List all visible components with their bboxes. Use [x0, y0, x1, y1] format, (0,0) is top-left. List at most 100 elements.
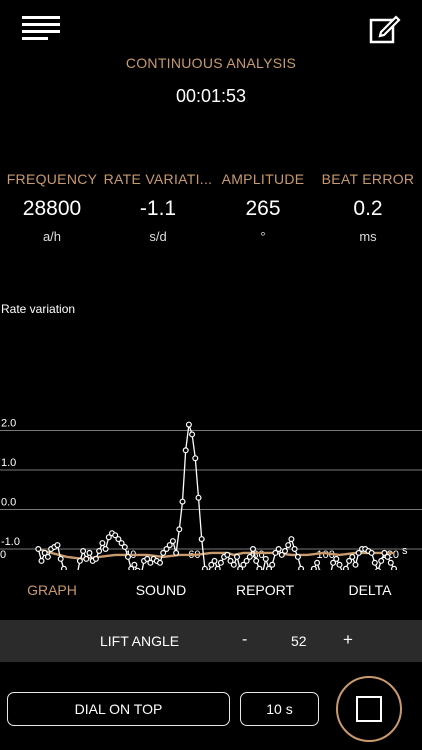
data-point — [288, 536, 295, 543]
data-point — [333, 555, 340, 562]
data-point — [54, 542, 61, 549]
y-tick-label: 2.0 — [1, 418, 16, 430]
lift-angle-label: LIFT ANGLE — [100, 633, 180, 649]
data-point — [201, 565, 208, 570]
metric-rate-variation: RATE VARIATI... -1.1 s/d — [103, 171, 213, 244]
stop-icon — [356, 696, 382, 722]
data-point — [243, 557, 250, 564]
data-point — [211, 557, 218, 564]
data-point — [112, 532, 119, 539]
metric-unit: s/d — [149, 229, 167, 244]
data-point — [253, 557, 260, 564]
data-point — [314, 559, 321, 566]
data-point — [198, 536, 205, 543]
data-point — [227, 557, 234, 564]
data-point — [346, 557, 353, 564]
x-tick-label: 0 — [0, 549, 6, 561]
data-point — [185, 421, 192, 428]
data-point — [246, 553, 253, 560]
rate-variation-chart: 2.01.00.0-1.0-2.00406080100120s — [0, 418, 422, 570]
metric-unit: ° — [260, 229, 266, 244]
data-point — [134, 567, 141, 570]
metric-label: FREQUENCY — [6, 171, 98, 187]
stop-button[interactable] — [336, 676, 402, 742]
data-point — [57, 555, 64, 562]
data-point — [60, 565, 67, 570]
data-point — [176, 526, 183, 533]
metric-frequency: FREQUENCY 28800 a/h — [0, 171, 107, 244]
metric-value: 0.2 — [353, 197, 383, 220]
tab-report[interactable]: REPORT — [235, 582, 295, 598]
y-tick-label: 1.0 — [1, 457, 16, 469]
hamburger-menu-icon[interactable] — [22, 16, 60, 42]
analysis-title: CONTINUOUS ANALYSIS — [125, 55, 297, 71]
tab-delta[interactable]: DELTA — [348, 582, 392, 598]
data-point — [147, 559, 154, 566]
data-point — [44, 553, 51, 560]
data-point — [179, 498, 186, 505]
data-point — [195, 494, 202, 501]
data-point — [262, 555, 269, 562]
tab-graph[interactable]: GRAPH — [27, 582, 77, 598]
data-point — [375, 567, 381, 570]
data-point — [291, 546, 298, 553]
data-point — [131, 561, 138, 568]
data-point — [272, 549, 279, 556]
dial-position-button[interactable]: DIAL ON TOP — [7, 692, 230, 726]
data-point — [230, 561, 237, 568]
metric-beat-error: BEAT ERROR 0.2 ms — [313, 171, 422, 244]
data-point — [266, 565, 272, 570]
metric-unit: ms — [359, 229, 377, 244]
data-point — [115, 536, 122, 543]
duration-button[interactable]: 10 s — [240, 692, 319, 726]
data-point — [387, 559, 394, 566]
data-point — [92, 555, 99, 562]
data-point — [275, 546, 282, 553]
data-point — [182, 447, 189, 454]
metric-value: -1.1 — [139, 197, 177, 220]
data-point — [352, 561, 359, 568]
data-point — [38, 557, 45, 564]
rate-line — [37, 424, 395, 570]
metric-value: 265 — [245, 197, 281, 220]
data-point — [163, 546, 170, 553]
data-point — [80, 548, 87, 555]
lift-angle-value: 52 — [291, 633, 307, 649]
data-point — [384, 553, 391, 560]
data-point — [336, 561, 343, 568]
y-tick-label: -1.0 — [1, 536, 20, 548]
data-point — [391, 565, 397, 570]
data-point — [285, 542, 292, 549]
data-point — [99, 540, 106, 547]
data-point — [41, 549, 48, 556]
chart-title: Rate variation — [1, 302, 76, 316]
lift-angle-decrement-button[interactable]: - — [242, 631, 248, 648]
data-point — [160, 549, 167, 556]
data-point — [128, 565, 135, 570]
metric-label: BEAT ERROR — [321, 171, 415, 187]
data-point — [86, 549, 93, 556]
lift-angle-increment-button[interactable]: + — [343, 630, 353, 649]
data-point — [256, 565, 263, 570]
data-point — [310, 565, 317, 570]
data-point — [118, 540, 125, 547]
data-point — [192, 455, 199, 462]
data-point — [83, 555, 90, 562]
data-point — [250, 546, 257, 553]
metric-amplitude: AMPLITUDE 265 ° — [208, 171, 318, 244]
data-point — [378, 557, 385, 564]
metric-unit: a/h — [42, 229, 62, 244]
data-point — [124, 553, 131, 560]
data-point — [214, 565, 221, 570]
edit-note-icon[interactable] — [369, 14, 401, 46]
elapsed-timer: 00:01:53 — [175, 86, 247, 106]
data-point — [240, 561, 247, 568]
tab-sound[interactable]: SOUND — [135, 582, 187, 598]
data-point — [157, 559, 164, 566]
data-point — [368, 549, 375, 556]
data-point — [166, 542, 173, 549]
data-point — [237, 565, 244, 570]
data-point — [294, 553, 301, 560]
lift-angle-bar: LIFT ANGLE - 52 + — [0, 620, 422, 662]
data-point — [269, 561, 276, 568]
